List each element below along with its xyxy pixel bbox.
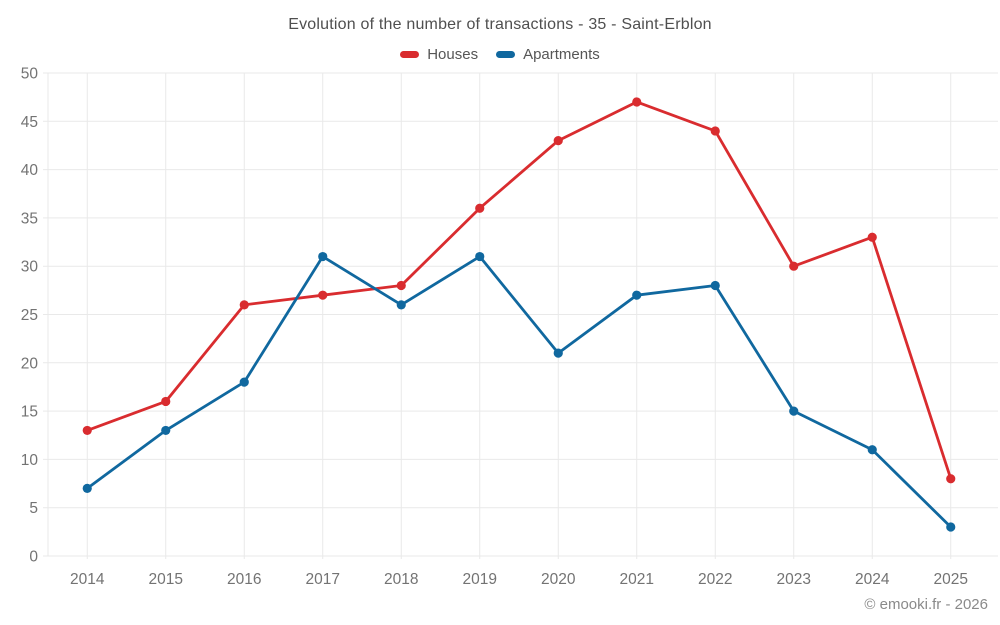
data-point-houses-2024[interactable]: [867, 232, 877, 242]
data-point-houses-2019[interactable]: [475, 203, 485, 213]
y-axis-tick-label: 25: [21, 307, 38, 324]
x-axis-tick-label: 2020: [541, 571, 576, 588]
data-point-houses-2021[interactable]: [632, 97, 642, 107]
data-point-apartments-2021[interactable]: [632, 290, 642, 300]
data-point-apartments-2019[interactable]: [475, 251, 485, 262]
series-line-houses: [85, 100, 953, 481]
data-point-houses-2018[interactable]: [396, 280, 406, 291]
data-point-apartments-2023[interactable]: [789, 406, 799, 416]
x-axis-tick-label: 2018: [384, 571, 418, 588]
y-axis-tick-label: 30: [21, 259, 39, 276]
chart-title: Evolution of the number of transactions …: [288, 16, 712, 33]
x-axis-tick-label: 2019: [463, 571, 497, 588]
y-axis-tick-label: 50: [21, 66, 39, 83]
data-point-apartments-2025[interactable]: [946, 522, 956, 532]
data-point-houses-2022[interactable]: [710, 126, 720, 136]
data-point-houses-2020[interactable]: [553, 136, 563, 146]
data-point-apartments-2017[interactable]: [318, 251, 328, 262]
y-axis-tick-label: 10: [21, 452, 39, 469]
y-axis-tick-label: 15: [21, 404, 38, 421]
x-axis-tick-label: 2015: [149, 571, 183, 588]
x-axis-tick-label: 2016: [227, 571, 261, 588]
x-axis-tick-label: 2014: [70, 571, 105, 588]
data-point-houses-2015[interactable]: [161, 396, 171, 407]
y-axis-tick-label: 5: [29, 500, 38, 517]
data-point-houses-2017[interactable]: [318, 290, 328, 300]
legend-item-apartments[interactable]: Apartments: [496, 46, 600, 63]
y-axis-tick-label: 20: [21, 355, 39, 372]
chart-legend: Houses Apartments: [0, 46, 1000, 63]
y-axis-tick-label: 0: [29, 549, 38, 566]
x-axis-tick-label: 2021: [620, 571, 654, 588]
data-point-apartments-2014[interactable]: [82, 483, 92, 493]
legend-label-houses: Houses: [427, 46, 479, 63]
x-axis-tick-label: 2023: [777, 571, 811, 588]
x-axis-tick-label: 2025: [934, 571, 968, 588]
data-point-apartments-2016[interactable]: [239, 377, 249, 387]
data-point-apartments-2018[interactable]: [396, 300, 406, 310]
x-axis-tick-label: 2024: [855, 571, 890, 588]
data-point-apartments-2022[interactable]: [710, 280, 720, 291]
data-point-houses-2023[interactable]: [789, 261, 799, 271]
data-point-houses-2025[interactable]: [946, 474, 956, 484]
data-point-houses-2016[interactable]: [239, 300, 249, 310]
series-line-apartments: [85, 255, 953, 529]
data-point-apartments-2015[interactable]: [161, 425, 171, 436]
x-axis-tick-label: 2017: [306, 571, 340, 588]
legend-item-houses[interactable]: Houses: [400, 46, 478, 63]
data-point-apartments-2024[interactable]: [867, 445, 877, 455]
legend-label-apartments: Apartments: [523, 46, 600, 63]
y-axis-tick-label: 35: [21, 210, 38, 227]
data-point-apartments-2020[interactable]: [553, 348, 563, 358]
data-point-houses-2014[interactable]: [82, 425, 92, 436]
copyright-footer: © emooki.fr - 2026: [864, 596, 988, 613]
y-axis-tick-label: 40: [21, 162, 39, 179]
apartments-series-swatch-icon: [496, 51, 516, 58]
y-axis-tick-label: 45: [21, 114, 38, 131]
x-axis-tick-label: 2022: [698, 571, 732, 588]
houses-series-swatch-icon: [400, 51, 420, 58]
